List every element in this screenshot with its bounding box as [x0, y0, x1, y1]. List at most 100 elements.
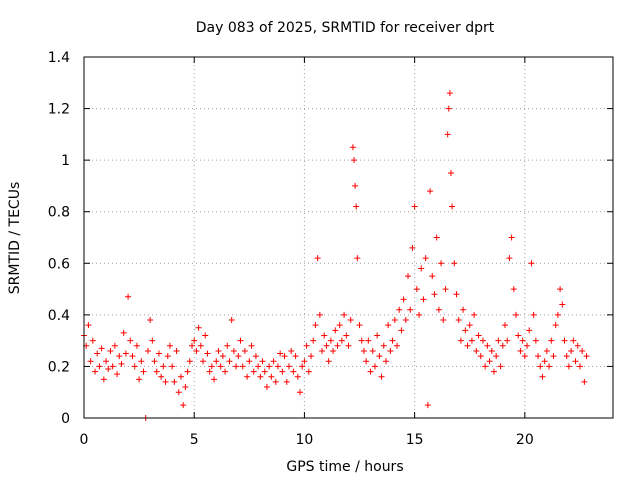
- data-point: [354, 255, 361, 262]
- data-point: [424, 402, 431, 409]
- data-point: [581, 378, 588, 385]
- data-point: [283, 378, 290, 385]
- data-point: [272, 378, 279, 385]
- data-point: [497, 363, 504, 370]
- data-point: [554, 311, 561, 318]
- data-point: [471, 311, 478, 318]
- data-point: [455, 317, 462, 324]
- data-point: [495, 337, 502, 344]
- data-point: [160, 363, 167, 370]
- data-point: [524, 342, 531, 349]
- data-point: [182, 384, 189, 391]
- data-point: [235, 353, 242, 360]
- data-point: [191, 337, 198, 344]
- data-point: [268, 373, 275, 380]
- data-point: [294, 373, 301, 380]
- data-point: [446, 90, 453, 97]
- data-point: [451, 260, 458, 267]
- data-point: [431, 291, 438, 298]
- data-point: [98, 345, 105, 352]
- data-point: [400, 296, 407, 303]
- data-point: [147, 317, 154, 324]
- data-point: [574, 342, 581, 349]
- data-point: [513, 311, 520, 318]
- data-point: [539, 373, 546, 380]
- data-point: [369, 347, 376, 354]
- data-point: [173, 347, 180, 354]
- x-tick-label: 10: [296, 432, 314, 448]
- data-point: [499, 342, 506, 349]
- data-point: [336, 322, 343, 329]
- data-point: [546, 363, 553, 370]
- data-point: [281, 353, 288, 360]
- data-point: [301, 358, 308, 365]
- data-point: [299, 363, 306, 370]
- data-point: [378, 373, 385, 380]
- data-point: [393, 342, 400, 349]
- data-point: [543, 347, 550, 354]
- x-tick-label: 0: [80, 432, 89, 448]
- data-point: [396, 306, 403, 313]
- data-point: [189, 342, 196, 349]
- data-point: [411, 203, 418, 210]
- data-point: [391, 317, 398, 324]
- data-point: [288, 347, 295, 354]
- data-point: [528, 260, 535, 267]
- data-point: [473, 347, 480, 354]
- data-point: [579, 347, 586, 354]
- y-ticks: 0 0.2 0.4 0.6 0.8 1 1.2 1.4: [48, 50, 613, 427]
- data-point: [226, 358, 233, 365]
- data-point: [252, 353, 259, 360]
- data-point: [427, 188, 434, 195]
- data-point: [316, 311, 323, 318]
- data-point: [537, 363, 544, 370]
- data-point: [330, 347, 337, 354]
- data-point: [213, 358, 220, 365]
- data-point: [389, 337, 396, 344]
- y-tick-label: 0: [61, 411, 70, 427]
- data-point: [475, 332, 482, 339]
- data-point: [398, 327, 405, 334]
- y-tick-label: 0.2: [48, 359, 70, 375]
- data-point: [153, 368, 160, 375]
- y-axis-title: SRMTID / TECUs: [7, 182, 23, 295]
- data-point: [343, 332, 350, 339]
- data-points: [81, 90, 590, 421]
- data-point: [501, 322, 508, 329]
- data-point: [208, 363, 215, 370]
- data-point: [347, 317, 354, 324]
- data-point: [552, 322, 559, 329]
- data-point: [444, 131, 451, 138]
- data-point: [197, 342, 204, 349]
- data-point: [92, 368, 99, 375]
- data-point: [237, 337, 244, 344]
- data-point: [224, 342, 231, 349]
- data-point: [285, 363, 292, 370]
- data-point: [297, 389, 304, 396]
- y-tick-label: 1: [61, 153, 70, 169]
- y-tick-label: 0.8: [48, 205, 70, 221]
- data-point: [409, 244, 416, 251]
- data-point: [374, 332, 381, 339]
- data-point: [270, 358, 277, 365]
- data-point: [259, 358, 266, 365]
- data-point: [310, 337, 317, 344]
- data-point: [493, 353, 500, 360]
- data-point: [349, 144, 356, 151]
- data-point: [360, 347, 367, 354]
- data-point: [548, 337, 555, 344]
- data-point: [488, 347, 495, 354]
- data-point: [466, 322, 473, 329]
- data-point: [319, 347, 326, 354]
- data-point: [490, 368, 497, 375]
- data-point: [133, 342, 140, 349]
- data-point: [576, 363, 583, 370]
- data-point: [327, 337, 334, 344]
- data-point: [338, 337, 345, 344]
- y-tick-label: 0.4: [48, 308, 70, 324]
- data-point: [356, 322, 363, 329]
- data-point: [382, 358, 389, 365]
- data-point: [460, 306, 467, 313]
- data-point: [279, 368, 286, 375]
